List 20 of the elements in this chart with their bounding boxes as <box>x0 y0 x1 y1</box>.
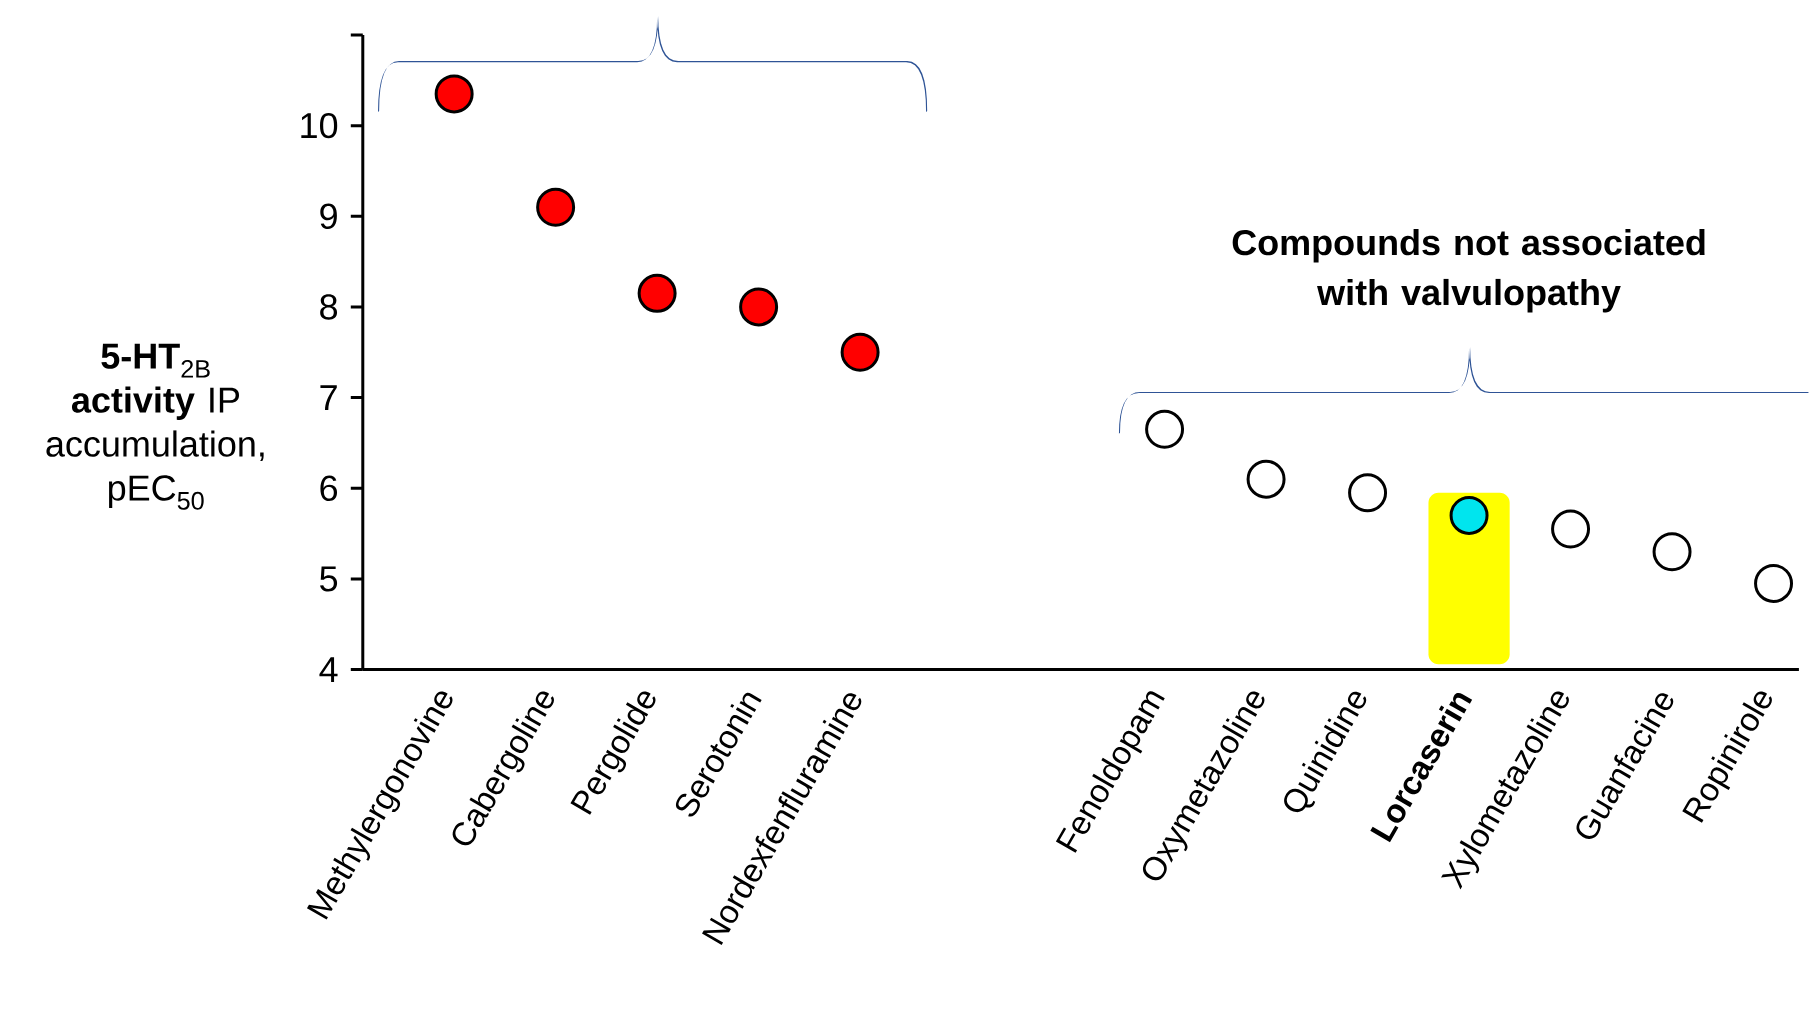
y-axis-title: 5-HT$_{2B}$ activity IP accumulation, pEC$_{50}$ <box>46 343 264 510</box>
y-tick-label: 10 <box>301 112 338 139</box>
point <box>637 273 677 313</box>
y-tick-label: 5 <box>320 566 338 592</box>
y-tick-label: 7 <box>320 385 337 410</box>
point <box>1246 459 1286 499</box>
point <box>434 74 474 114</box>
point <box>1145 409 1185 449</box>
point <box>1551 509 1591 549</box>
point <box>1348 473 1388 513</box>
annotation: Compounds not associated with valvulopathy <box>1232 228 1705 313</box>
point <box>536 187 576 227</box>
y-tick-label: 6 <box>320 475 338 501</box>
y-tick-label: 4 <box>319 657 338 682</box>
point <box>1449 495 1489 535</box>
y-tick-label: 8 <box>320 294 338 320</box>
point <box>739 287 779 327</box>
point <box>840 332 880 372</box>
y-tick-label: 9 <box>320 203 337 229</box>
point <box>1652 532 1692 572</box>
